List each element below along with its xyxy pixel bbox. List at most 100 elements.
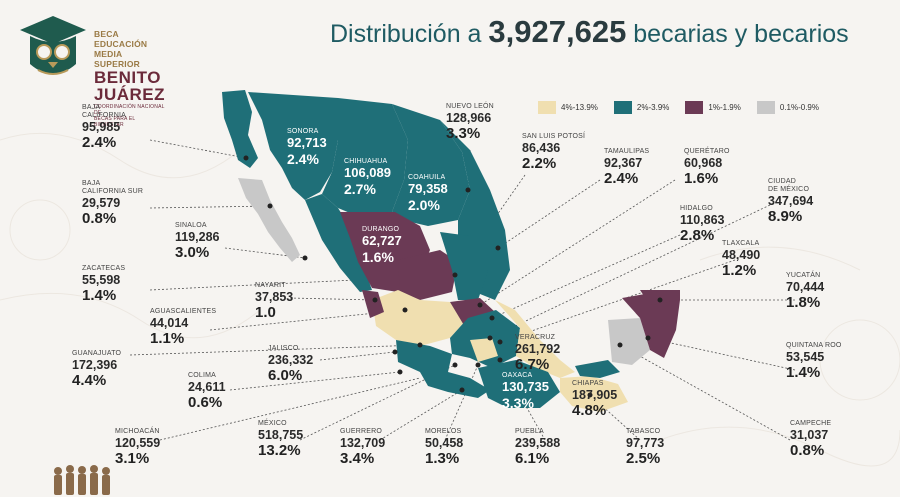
state-name: QUINTANA ROO	[786, 342, 842, 349]
label-jalisco: JALISCO 236,332 6.0%	[268, 345, 313, 385]
label-sinaloa: SINALOA 119,286 3.0%	[175, 222, 220, 262]
graduation-cap-owl-icon	[20, 16, 86, 75]
region-chihuahua	[322, 98, 408, 218]
state-pct: 1.6%	[684, 170, 719, 187]
state-pct: 3.3%	[502, 395, 534, 411]
logo-line4: JUÁREZ	[94, 85, 166, 104]
state-count: 24,611	[188, 380, 226, 394]
state-pct: 3.0%	[175, 244, 210, 261]
label-guanajuato: GUANAJUATO 172,396 4.4%	[72, 350, 121, 390]
state-count: 132,709	[340, 436, 386, 450]
state-name: TABASCO	[626, 428, 661, 435]
region-coahuila	[392, 104, 470, 226]
label-cdmx: CIUDAD DE MÉXICO 347,694 8.9%	[768, 178, 813, 226]
state-name: SAN LUIS POTOSÍ	[522, 133, 586, 140]
label-san-luis-potosi: SAN LUIS POTOSÍ 86,436 2.2%	[522, 133, 585, 173]
label-yucatan: YUCATÁN 70,444 1.8%	[786, 272, 824, 312]
state-count: 110,863	[680, 213, 725, 227]
legend-label: 4%-13.9%	[561, 103, 598, 112]
state-pct: 3.3%	[446, 125, 481, 142]
state-name: TAMAULIPAS	[604, 148, 650, 155]
label-nayarit: NAYARIT 37,853 1.0	[255, 282, 293, 322]
state-count: 130,735	[502, 379, 549, 394]
label-chiapas: CHIAPAS 187,905 4.8%	[572, 380, 617, 420]
region-nayarit	[362, 290, 384, 318]
state-count: 44,014	[150, 316, 189, 330]
state-name: BAJA CALIFORNIA	[82, 104, 127, 119]
state-pct: 1.6%	[362, 249, 394, 265]
label-veracruz: VERACRUZ 261,792 6.7%	[515, 334, 560, 374]
title-total: 3,927,625	[488, 14, 627, 49]
beca-logo: BECA EDUCACIÓN MEDIA SUPERIOR BENITO JUÁ…	[18, 14, 165, 128]
state-name: CIUDAD DE MÉXICO	[768, 178, 810, 193]
label-chihuahua: CHIHUAHUA 106,089 2.7%	[344, 158, 391, 198]
label-aguascalientes: AGUASCALIENTES 44,014 1.1%	[150, 308, 216, 348]
state-pct: 6.1%	[515, 450, 550, 467]
state-pct: 1.4%	[786, 364, 821, 381]
state-pct: 1.3%	[425, 450, 460, 467]
state-count: 86,436	[522, 141, 561, 155]
state-count: 29,579	[82, 196, 121, 210]
students-illustration-icon	[54, 465, 110, 495]
state-name: CAMPECHE	[790, 420, 832, 427]
state-pct: 3.4%	[340, 450, 375, 467]
region-jalisco	[372, 290, 468, 346]
label-sonora: SONORA 92,713 2.4%	[287, 128, 327, 168]
state-name: CHIHUAHUA	[344, 158, 388, 165]
state-name: ZACATECAS	[82, 265, 126, 272]
state-count: 50,458	[425, 436, 464, 450]
state-count: 236,332	[268, 353, 314, 367]
state-count: 53,545	[786, 350, 825, 364]
state-name: BAJA CALIFORNIA SUR	[82, 180, 144, 195]
state-count: 119,286	[175, 230, 220, 244]
state-pct: 2.5%	[626, 450, 661, 467]
label-tabasco: TABASCO 97,773 2.5%	[626, 428, 664, 468]
state-name: DURANGO	[362, 226, 400, 233]
label-michoacan: MICHOACÁN 120,559 3.1%	[115, 428, 160, 468]
title-suffix: becarias y becarios	[633, 20, 849, 48]
state-name: AGUASCALIENTES	[150, 308, 217, 315]
state-name: GUERRERO	[340, 428, 383, 435]
legend-label: 0.1%-0.9%	[779, 103, 819, 112]
state-name: PUEBLA	[515, 428, 544, 435]
state-count: 172,396	[72, 358, 118, 372]
state-count: 261,792	[515, 342, 561, 356]
label-queretaro: QUERÉTARO 60,968 1.6%	[684, 148, 730, 188]
logo-line6: BECAS PARA EL BIENESTAR	[94, 116, 136, 128]
state-name: COLIMA	[188, 372, 217, 379]
legend-item-teal: 2%-3.9%	[613, 101, 669, 114]
region-baja-california	[222, 90, 258, 168]
state-pct: 2.4%	[82, 134, 117, 151]
map-legend: 4%-13.9% 2%-3.9% 1%-1.9% 0.1%-0.9%	[538, 101, 819, 114]
label-tamaulipas: TAMAULIPAS 92,367 2.4%	[604, 148, 649, 188]
state-count: 92,713	[287, 135, 327, 150]
state-name: TLAXCALA	[722, 240, 760, 247]
state-count: 60,968	[684, 156, 723, 170]
state-pct: 1.2%	[722, 262, 757, 279]
state-name: OAXACA	[502, 372, 533, 379]
region-chiapas	[560, 376, 628, 412]
label-tlaxcala: TLAXCALA 48,490 1.2%	[722, 240, 760, 280]
region-sinaloa	[305, 194, 372, 292]
region-veracruz	[495, 300, 575, 378]
state-count: 48,490	[722, 248, 761, 262]
state-name: CHIAPAS	[572, 380, 604, 387]
region-oaxaca	[478, 360, 560, 408]
label-zacatecas: ZACATECAS 55,598 1.4%	[82, 265, 125, 305]
state-pct: 6.7%	[515, 356, 550, 373]
state-count: 31,037	[790, 428, 829, 442]
state-count: 97,773	[626, 436, 665, 450]
logo-line3: BENITO	[94, 68, 161, 87]
state-pct: 2.4%	[287, 151, 319, 167]
state-pct: 0.8%	[790, 442, 825, 459]
swatch-purple	[685, 101, 704, 114]
state-pct: 0.6%	[188, 394, 223, 411]
state-name: MORELOS	[425, 428, 462, 435]
label-coahuila: COAHUILA 79,358 2.0%	[408, 174, 448, 214]
state-pct: 4.4%	[72, 372, 107, 389]
state-count: 128,966	[446, 111, 492, 125]
region-sonora	[248, 92, 345, 200]
state-pct: 2.2%	[522, 155, 557, 172]
logo-line1: BECA EDUCACIÓN	[94, 29, 148, 49]
state-count: 106,089	[344, 165, 391, 180]
